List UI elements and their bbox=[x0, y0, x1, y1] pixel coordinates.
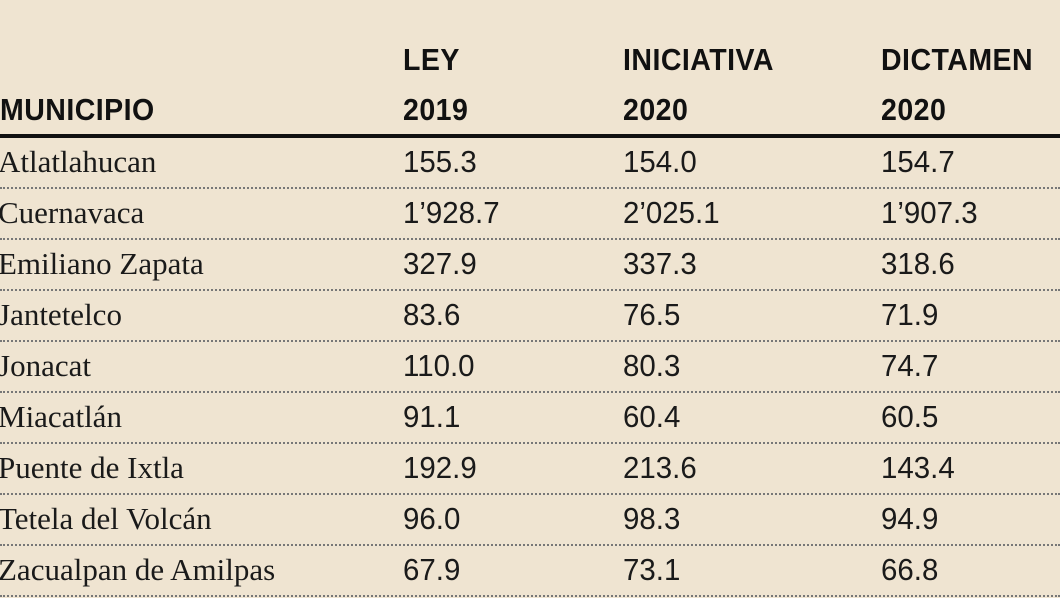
value-cell: 66.8 bbox=[881, 552, 939, 587]
header-municipio: MUNICIPIO bbox=[0, 92, 155, 127]
value-cell: 60.5 bbox=[881, 399, 939, 434]
municipio-cell: Miacatlán bbox=[0, 399, 122, 434]
value-cell: 318.6 bbox=[881, 246, 955, 281]
municipio-cell: Jonacat bbox=[0, 348, 91, 383]
value-cell: 80.3 bbox=[623, 348, 681, 383]
row-divider bbox=[0, 238, 1060, 240]
value-cell: 110.0 bbox=[403, 348, 475, 383]
table-row: Jantetelco 83.6 76.5 71.9 bbox=[0, 291, 1060, 342]
value-cell: 154.0 bbox=[623, 144, 697, 179]
header-dictamen-line2: 2020 bbox=[881, 92, 947, 127]
header-rule bbox=[0, 134, 1060, 138]
row-divider bbox=[0, 595, 1060, 597]
value-cell: 73.1 bbox=[623, 552, 681, 587]
row-divider bbox=[0, 187, 1060, 189]
value-cell: 67.9 bbox=[403, 552, 461, 587]
municipio-cell: Jantetelco bbox=[0, 297, 122, 332]
header-dictamen-line1: DICTAMEN bbox=[881, 42, 1034, 77]
municipio-cell: Emiliano Zapata bbox=[0, 246, 204, 281]
value-cell: 98.3 bbox=[623, 501, 681, 536]
value-cell: 192.9 bbox=[403, 450, 477, 485]
value-cell: 155.3 bbox=[403, 144, 477, 179]
value-cell: 1’928.7 bbox=[403, 195, 500, 230]
header-ley-line2: 2019 bbox=[403, 92, 469, 127]
value-cell: 71.9 bbox=[881, 297, 939, 332]
municipio-cell: Puente de Ixtla bbox=[0, 450, 184, 485]
value-cell: 2’025.1 bbox=[623, 195, 720, 230]
value-cell: 154.7 bbox=[881, 144, 955, 179]
municipio-cell: Cuernavaca bbox=[0, 195, 145, 230]
header-iniciativa-line1: INICIATIVA bbox=[623, 42, 774, 77]
value-cell: 213.6 bbox=[623, 450, 697, 485]
table-row: Atlatlahucan 155.3 154.0 154.7 bbox=[0, 138, 1060, 189]
value-cell: 143.4 bbox=[881, 450, 955, 485]
row-divider bbox=[0, 544, 1060, 546]
value-cell: 60.4 bbox=[623, 399, 681, 434]
value-cell: 74.7 bbox=[881, 348, 939, 383]
table-row: Tetela del Volcán 96.0 98.3 94.9 bbox=[0, 495, 1060, 546]
header-iniciativa-line2: 2020 bbox=[623, 92, 689, 127]
table-row: Zacualpan de Amilpas 67.9 73.1 66.8 bbox=[0, 546, 1060, 597]
value-cell: 1’907.3 bbox=[881, 195, 978, 230]
table-row: Emiliano Zapata 327.9 337.3 318.6 bbox=[0, 240, 1060, 291]
header-ley-line1: LEY bbox=[403, 42, 460, 77]
table-row: Puente de Ixtla 192.9 213.6 143.4 bbox=[0, 444, 1060, 495]
municipio-cell: Atlatlahucan bbox=[0, 144, 157, 179]
value-cell: 337.3 bbox=[623, 246, 697, 281]
row-divider bbox=[0, 442, 1060, 444]
row-divider bbox=[0, 391, 1060, 393]
table-row: Cuernavaca 1’928.7 2’025.1 1’907.3 bbox=[0, 189, 1060, 240]
value-cell: 327.9 bbox=[403, 246, 477, 281]
value-cell: 94.9 bbox=[881, 501, 939, 536]
row-divider bbox=[0, 493, 1060, 495]
value-cell: 83.6 bbox=[403, 297, 461, 332]
municipio-cell: Zacualpan de Amilpas bbox=[0, 552, 276, 587]
municipio-cell: Tetela del Volcán bbox=[0, 501, 212, 536]
value-cell: 91.1 bbox=[403, 399, 461, 434]
row-divider bbox=[0, 340, 1060, 342]
row-divider bbox=[0, 289, 1060, 291]
table-row: Miacatlán 91.1 60.4 60.5 bbox=[0, 393, 1060, 444]
value-cell: 96.0 bbox=[403, 501, 461, 536]
table-row: Jonacat 110.0 80.3 74.7 bbox=[0, 342, 1060, 393]
value-cell: 76.5 bbox=[623, 297, 681, 332]
